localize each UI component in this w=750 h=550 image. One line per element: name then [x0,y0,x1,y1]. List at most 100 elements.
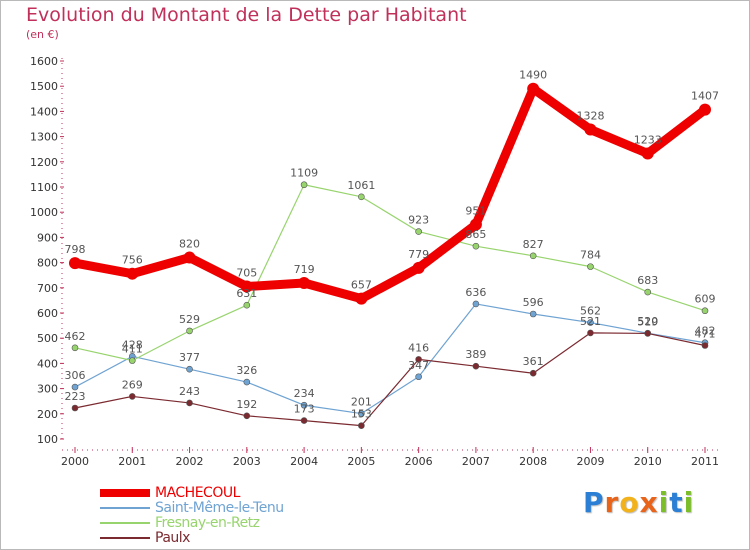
data-label: 269 [122,378,143,391]
data-label: 173 [294,403,315,416]
data-label: 798 [65,243,86,256]
data-point [243,378,251,386]
data-point [355,292,368,305]
data-point [701,342,709,349]
x-tick-label: 2002 [176,455,204,468]
legend-label: Paulx [155,530,190,546]
data-label: 631 [236,287,257,300]
data-label: 820 [179,238,200,251]
x-tick-label: 2011 [691,455,719,468]
data-point [243,412,251,420]
x-tick-label: 2008 [519,455,547,468]
data-label: 609 [695,293,716,306]
logo-letter: x [639,486,659,519]
data-label: 1233 [634,133,662,146]
legend-label: Saint-Même-le-Tenu [155,500,284,516]
legend-swatch [100,489,150,497]
data-label: 1061 [347,179,375,192]
y-tick-label: 900 [37,231,58,244]
data-label: 411 [122,343,143,356]
x-tick-label: 2006 [405,455,433,468]
data-point [644,288,652,296]
data-point [587,263,594,270]
legend-label: MACHECOUL [155,485,240,501]
legend-swatch [100,522,150,524]
data-label: 719 [294,263,315,276]
data-label: 416 [408,341,429,354]
data-label: 153 [351,408,372,421]
data-label: 596 [523,296,544,309]
series-line-paulx [74,332,706,427]
data-point [128,357,136,364]
data-point [529,310,537,318]
data-label: 951 [465,205,486,218]
data-point [584,123,597,136]
data-label: 636 [465,286,486,299]
logo-letter: P [583,486,605,519]
data-label: 482 [695,325,716,338]
data-point [243,301,251,309]
data-label: 347 [408,359,429,372]
legend-swatch [100,537,150,539]
data-point [358,410,365,417]
legend-item: MACHECOUL [100,485,240,501]
data-label: 1490 [519,69,547,82]
y-tick-label: 200 [37,408,58,421]
y-tick-label: 1300 [30,131,58,144]
data-point [183,251,196,264]
data-label: 923 [408,214,429,227]
legend-item: Fresnay-en-Retz [100,515,260,531]
data-point [300,181,308,189]
data-label: 865 [465,228,486,241]
data-label: 562 [580,305,601,318]
data-label: 521 [580,315,601,328]
data-point [472,242,480,250]
data-label: 827 [523,238,544,251]
y-tick-label: 1200 [30,156,58,169]
data-point [644,330,652,337]
x-tick-label: 2001 [118,455,146,468]
data-point [469,218,482,231]
x-tick-label: 2004 [290,455,318,468]
data-point [71,404,79,412]
y-tick-label: 800 [37,257,58,270]
data-point [69,257,81,270]
logo-letter: r [604,486,620,519]
x-tick-label: 2009 [576,455,604,468]
chart-subtitle: (en €) [26,28,59,41]
data-label: 1109 [290,167,318,180]
legend-label: Fresnay-en-Retz [155,515,260,531]
y-tick-label: 500 [37,332,58,345]
data-label: 705 [236,267,257,280]
x-tick-label: 2007 [462,455,490,468]
data-label: 201 [351,396,372,409]
data-label: 1407 [691,90,719,103]
data-point [415,373,422,381]
data-label: 756 [122,254,143,267]
y-tick-label: 400 [37,357,58,370]
data-label: 657 [351,279,372,292]
y-tick-label: 1500 [30,80,58,93]
y-tick-label: 1400 [30,105,58,118]
logo-letter: i [683,486,695,519]
data-point [128,393,136,400]
data-label: 784 [580,249,601,262]
data-point [587,319,594,326]
y-tick-label: 1600 [30,55,58,68]
logo-letter: o [619,486,640,519]
data-point [300,417,308,424]
data-label: 377 [179,351,200,364]
data-point [415,356,422,363]
legend-item: Saint-Même-le-Tenu [100,500,284,516]
data-point [641,147,654,160]
series-line-machecoul [70,84,710,304]
data-label: 361 [523,355,544,368]
x-tick-label: 2005 [347,455,375,468]
y-tick-label: 1100 [30,181,58,194]
x-tick-label: 2000 [61,455,89,468]
chart-title: Evolution du Montant de la Dette par Hab… [26,4,467,26]
data-label: 243 [179,385,200,398]
data-label: 192 [236,398,257,411]
data-point [699,103,711,116]
